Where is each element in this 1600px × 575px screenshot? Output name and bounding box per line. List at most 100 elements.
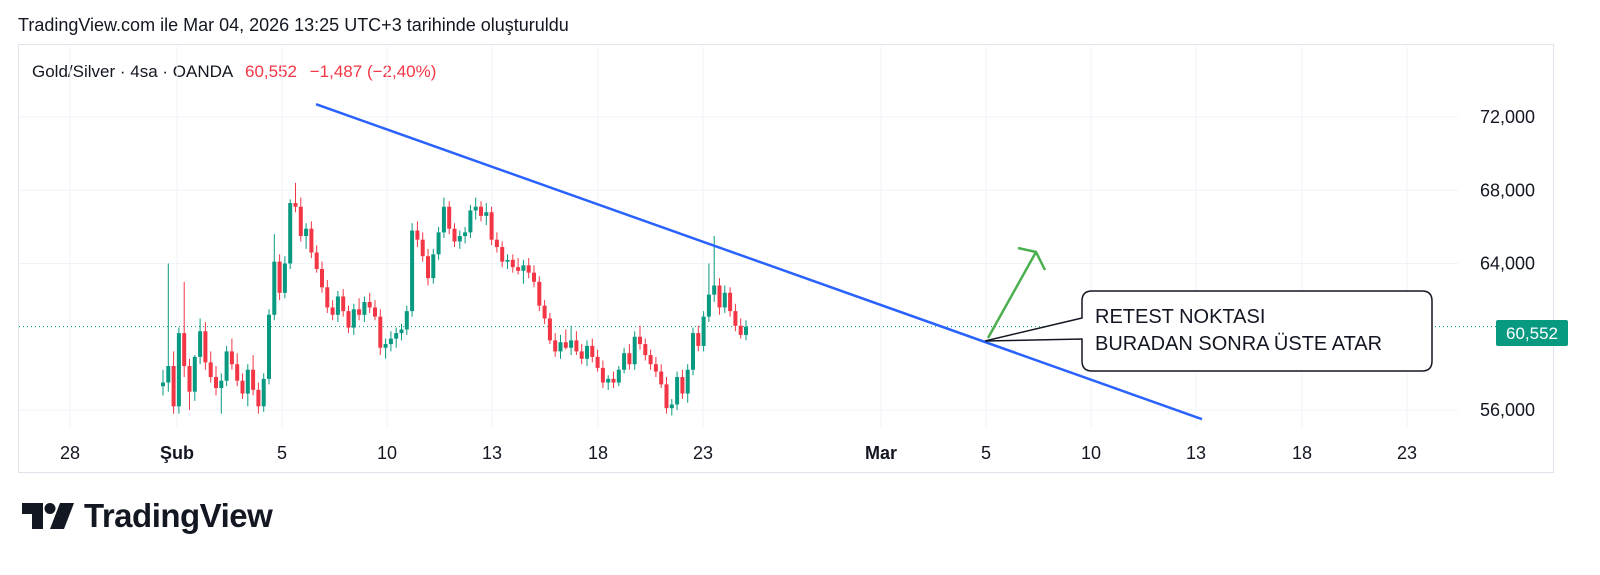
trendline	[315, 103, 1203, 421]
candle	[547, 312, 552, 345]
candle	[282, 256, 287, 299]
candle	[309, 221, 314, 259]
x-tick-label: 23	[693, 443, 713, 463]
candle	[341, 289, 346, 317]
candle	[367, 292, 372, 313]
candle	[335, 290, 340, 323]
candle	[277, 254, 282, 301]
candle	[638, 325, 642, 350]
candle	[415, 221, 420, 248]
candle	[585, 340, 589, 367]
candle	[267, 309, 271, 385]
y-tick-label: 68,000	[1480, 180, 1535, 200]
tradingview-logo[interactable]: TradingView	[22, 497, 273, 535]
candles	[161, 182, 748, 416]
chart-caption: TradingView.com ile Mar 04, 2026 13:25 U…	[18, 15, 569, 35]
symbol-legend[interactable]: Gold/Silver · 4sa · OANDA 60,552 −1,487 …	[32, 62, 436, 82]
y-tick-label: 64,000	[1480, 254, 1535, 274]
x-tick-label: 23	[1397, 443, 1417, 463]
candle	[431, 248, 436, 284]
candle	[245, 364, 250, 407]
candle	[516, 258, 521, 275]
annotation-callout: RETEST NOKTASI BURADAN SONRA ÜSTE ATAR	[984, 290, 1433, 372]
candle	[240, 373, 245, 400]
candle	[738, 318, 743, 339]
candle	[600, 360, 605, 389]
candle	[176, 327, 181, 414]
x-tick-label: 5	[277, 443, 287, 463]
candle	[500, 241, 505, 268]
candle	[542, 300, 547, 324]
candle	[203, 322, 208, 370]
candle	[563, 329, 568, 350]
candle	[457, 230, 462, 249]
y-axis: 72,000 68,000 64,000 56,000	[1480, 107, 1535, 420]
candle	[256, 382, 261, 414]
candle	[569, 325, 574, 356]
candle	[728, 287, 733, 317]
candle	[632, 331, 637, 370]
candle	[161, 369, 165, 396]
candle	[537, 276, 542, 312]
symbol-price: 60,552	[245, 62, 298, 81]
candle	[388, 331, 393, 352]
last-price-tag: 60,552	[1496, 320, 1568, 346]
candle	[304, 223, 309, 249]
x-tick-label: Şub	[160, 443, 194, 463]
candle	[510, 254, 515, 273]
candle	[553, 333, 558, 357]
candle	[314, 245, 319, 273]
candle	[675, 371, 680, 410]
candle	[595, 349, 600, 372]
candle	[192, 355, 197, 401]
y-tick-label: 56,000	[1480, 400, 1535, 420]
candle	[182, 281, 187, 378]
candle	[579, 344, 584, 365]
candle	[473, 197, 478, 220]
candle	[659, 364, 664, 389]
x-tick-label: Mar	[865, 443, 897, 463]
symbol-name: Gold/Silver · 4sa · OANDA	[32, 62, 233, 81]
x-tick-label: 18	[1292, 443, 1312, 463]
candle	[410, 223, 415, 317]
candle	[648, 349, 653, 370]
candle	[590, 338, 595, 363]
candle	[606, 375, 611, 390]
candle	[706, 263, 711, 323]
candle	[346, 305, 351, 334]
annotation-line2: BURADAN SONRA ÜSTE ATAR	[1095, 333, 1382, 355]
candle	[208, 351, 213, 383]
candle	[463, 226, 468, 244]
candle	[420, 232, 425, 262]
candle	[622, 347, 627, 374]
tradingview-logo-text: TradingView	[84, 497, 273, 534]
candle	[669, 399, 674, 416]
x-tick-label: 13	[1186, 443, 1206, 463]
x-tick-label: 13	[482, 443, 502, 463]
candle	[261, 373, 266, 412]
candle	[383, 338, 388, 359]
annotation-line1: RETEST NOKTASI	[1095, 306, 1265, 328]
candle	[404, 305, 409, 335]
candle	[532, 265, 536, 288]
candle	[224, 345, 229, 387]
candle	[187, 358, 192, 410]
candle	[733, 303, 738, 332]
tradingview-logo-icon	[22, 503, 74, 529]
candle	[298, 197, 303, 242]
candle	[691, 327, 695, 376]
x-tick-label: 28	[60, 443, 80, 463]
x-axis: 28 Şub 5 10 13 18 23 Mar 5 10 13 18 23	[60, 443, 1417, 463]
candle	[351, 303, 356, 335]
candle	[171, 351, 176, 414]
candle	[441, 197, 446, 238]
candle	[526, 258, 531, 279]
candle	[362, 296, 367, 323]
candle	[320, 261, 324, 293]
candle	[229, 338, 234, 370]
candle	[325, 279, 330, 313]
candle	[399, 323, 404, 341]
candle	[357, 298, 362, 321]
candle	[426, 248, 430, 286]
